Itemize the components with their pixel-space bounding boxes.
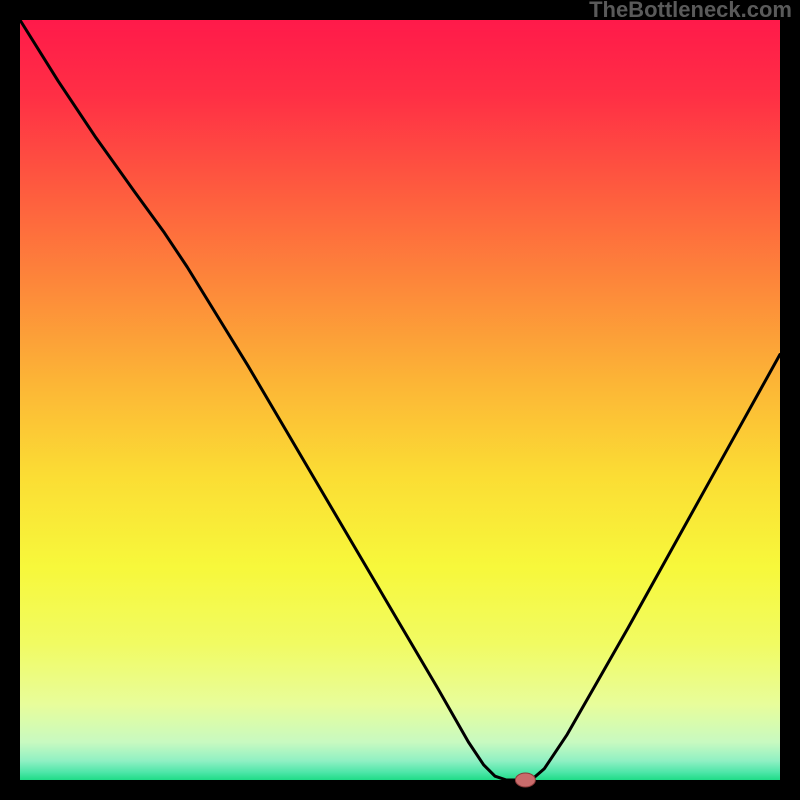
chart-background [20,20,780,780]
optimal-point-marker [515,773,535,787]
bottleneck-chart: TheBottleneck.com [0,0,800,800]
source-label: TheBottleneck.com [589,0,792,22]
